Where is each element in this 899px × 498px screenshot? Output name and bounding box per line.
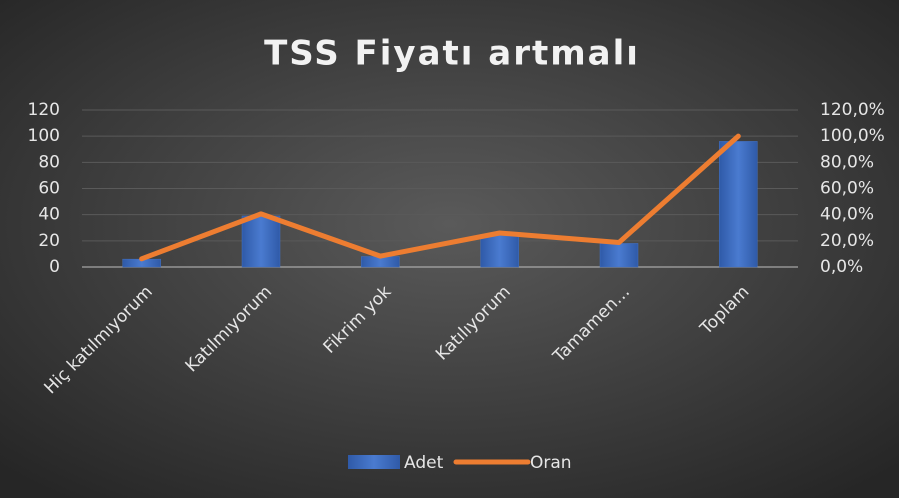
y2-tick-label: 0,0%	[820, 257, 863, 277]
y-tick-label: 40	[38, 205, 60, 225]
bar	[241, 215, 281, 268]
y-tick-label: 20	[38, 231, 60, 251]
y2-tick-label: 120,0%	[820, 100, 885, 120]
y2-tick-label: 60,0%	[820, 179, 874, 199]
bar	[719, 141, 758, 268]
y2-tick-label: 40,0%	[820, 205, 874, 225]
y2-tick-label: 20,0%	[820, 231, 874, 251]
line	[139, 133, 741, 262]
legend-label: Oran	[530, 453, 572, 473]
chart-title: TSS Fiyatı artmalı	[264, 34, 640, 74]
y-tick-label: 80	[38, 152, 60, 172]
legend-label: Adet	[404, 453, 444, 473]
y-tick-label: 120	[28, 100, 60, 120]
y-tick-label: 0	[49, 257, 60, 277]
y-tick-label: 100	[28, 126, 60, 146]
bar	[599, 243, 639, 268]
legend-swatch	[348, 455, 400, 469]
bar	[480, 234, 519, 268]
y2-tick-label: 80,0%	[820, 152, 874, 172]
y2-tick-label: 100,0%	[820, 126, 885, 146]
y-tick-label: 60	[38, 179, 60, 199]
